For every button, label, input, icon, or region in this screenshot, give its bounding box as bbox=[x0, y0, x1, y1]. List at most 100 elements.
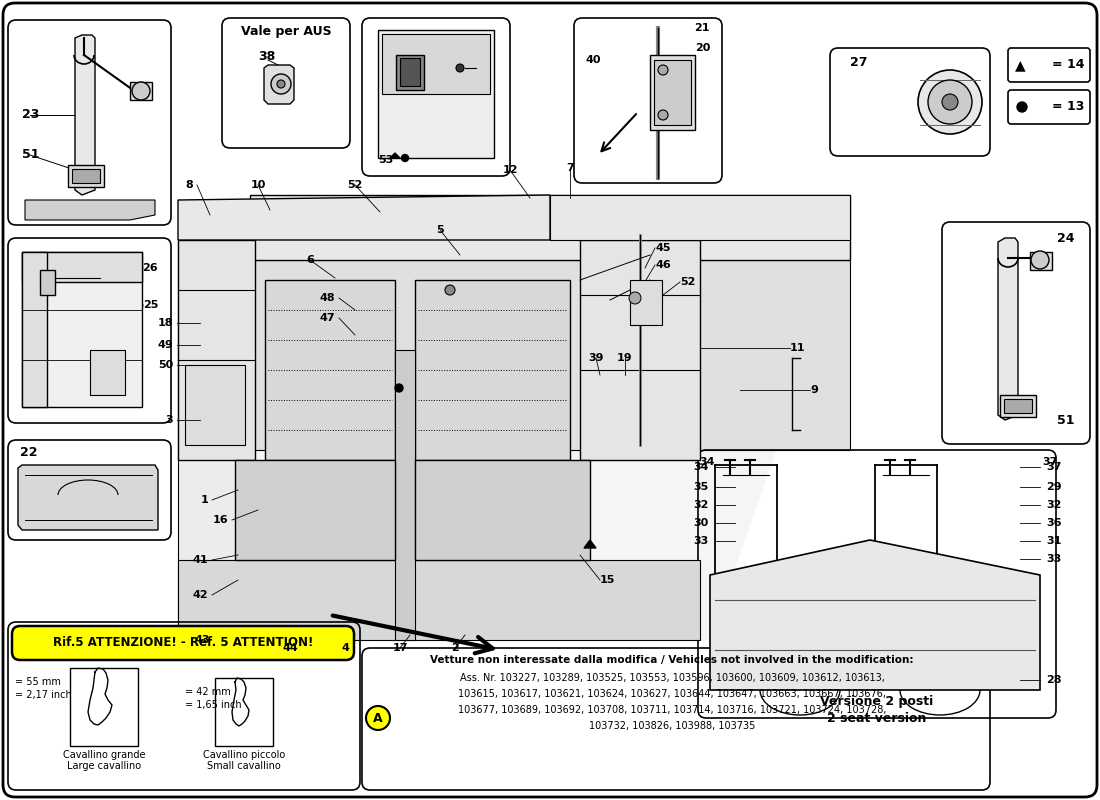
Text: 2 seat version: 2 seat version bbox=[827, 711, 926, 725]
Text: 6: 6 bbox=[306, 255, 313, 265]
Text: 24: 24 bbox=[1057, 231, 1075, 245]
Text: Vale per AUS: Vale per AUS bbox=[241, 26, 331, 38]
Circle shape bbox=[277, 80, 285, 88]
Text: 36: 36 bbox=[1046, 518, 1062, 528]
Text: 53: 53 bbox=[378, 155, 394, 165]
Text: Large cavallino: Large cavallino bbox=[67, 761, 141, 771]
Text: = 14: = 14 bbox=[1052, 58, 1085, 71]
Text: 48: 48 bbox=[319, 293, 336, 303]
Text: 103677, 103689, 103692, 103708, 103711, 103714, 103716, 103721, 103724, 103728,: 103677, 103689, 103692, 103708, 103711, … bbox=[458, 705, 887, 715]
Circle shape bbox=[456, 64, 464, 72]
Polygon shape bbox=[178, 195, 550, 240]
Text: 44: 44 bbox=[282, 643, 298, 653]
Text: Ass. Nr. 103227, 103289, 103525, 103553, 103596, 103600, 103609, 103612, 103613,: Ass. Nr. 103227, 103289, 103525, 103553,… bbox=[460, 673, 884, 683]
Circle shape bbox=[629, 292, 641, 304]
Text: 21: 21 bbox=[694, 23, 710, 33]
Text: 103615, 103617, 103621, 103624, 103627, 103644, 103647, 103663, 103667, 103676,: 103615, 103617, 103621, 103624, 103627, … bbox=[458, 689, 886, 699]
Text: 51: 51 bbox=[1057, 414, 1075, 426]
Text: 33: 33 bbox=[1046, 554, 1062, 564]
Bar bbox=[214, 678, 273, 746]
Text: 49: 49 bbox=[157, 340, 173, 350]
Bar bbox=[630, 280, 662, 325]
Text: 38: 38 bbox=[258, 50, 275, 62]
Bar bbox=[22, 252, 142, 407]
Bar bbox=[654, 60, 691, 125]
Polygon shape bbox=[580, 240, 700, 460]
Text: 32: 32 bbox=[694, 500, 710, 510]
Polygon shape bbox=[710, 540, 1040, 690]
Text: = 1,65 inch: = 1,65 inch bbox=[185, 700, 242, 710]
Circle shape bbox=[271, 74, 292, 94]
Text: A: A bbox=[373, 711, 383, 725]
Circle shape bbox=[658, 65, 668, 75]
Text: 28: 28 bbox=[1046, 675, 1062, 685]
Bar bbox=[185, 365, 245, 445]
Text: 30: 30 bbox=[694, 518, 710, 528]
Circle shape bbox=[402, 154, 408, 162]
Text: 41: 41 bbox=[192, 555, 208, 565]
Polygon shape bbox=[25, 200, 155, 220]
Bar bbox=[90, 350, 125, 395]
Polygon shape bbox=[178, 240, 255, 460]
Polygon shape bbox=[178, 560, 700, 640]
Text: 11: 11 bbox=[790, 343, 805, 353]
Polygon shape bbox=[75, 35, 95, 195]
Circle shape bbox=[446, 285, 455, 295]
Text: Cavallino piccolo: Cavallino piccolo bbox=[202, 750, 285, 760]
Text: 1: 1 bbox=[200, 495, 208, 505]
Text: 2: 2 bbox=[451, 643, 459, 653]
Bar bbox=[1000, 395, 1036, 417]
Bar bbox=[22, 252, 47, 407]
Polygon shape bbox=[250, 195, 850, 260]
Text: 43: 43 bbox=[195, 635, 210, 645]
Polygon shape bbox=[395, 350, 415, 640]
Text: 22: 22 bbox=[20, 446, 37, 458]
Bar bbox=[650, 55, 695, 130]
Text: 39: 39 bbox=[588, 353, 604, 363]
Polygon shape bbox=[264, 65, 294, 104]
Circle shape bbox=[942, 94, 958, 110]
Text: 20: 20 bbox=[694, 43, 710, 53]
Text: Rif.5 ATTENZIONE! - Ref. 5 ATTENTION!: Rif.5 ATTENZIONE! - Ref. 5 ATTENTION! bbox=[53, 637, 314, 650]
Polygon shape bbox=[584, 540, 596, 548]
Text: 45: 45 bbox=[654, 243, 671, 253]
Text: Versione 2 posti: Versione 2 posti bbox=[821, 695, 934, 709]
Bar bbox=[1030, 252, 1052, 270]
Text: 17: 17 bbox=[393, 643, 408, 653]
Text: 47: 47 bbox=[319, 313, 336, 323]
Text: 46: 46 bbox=[654, 260, 671, 270]
Text: = 42 mm: = 42 mm bbox=[185, 687, 231, 697]
Text: 52: 52 bbox=[348, 180, 363, 190]
Text: 52: 52 bbox=[680, 277, 695, 287]
Text: = 2,17 inch: = 2,17 inch bbox=[15, 690, 72, 700]
Text: 37: 37 bbox=[1046, 462, 1062, 472]
Text: 34: 34 bbox=[693, 462, 710, 472]
Text: 50: 50 bbox=[157, 360, 173, 370]
Polygon shape bbox=[178, 195, 850, 640]
Text: 7: 7 bbox=[566, 163, 574, 173]
Polygon shape bbox=[250, 260, 850, 450]
Text: 51: 51 bbox=[22, 149, 40, 162]
FancyBboxPatch shape bbox=[12, 626, 354, 660]
Bar bbox=[400, 58, 420, 86]
Bar bbox=[130, 82, 152, 100]
Text: ▲: ▲ bbox=[1014, 58, 1025, 72]
Text: Vetture non interessate dalla modifica / Vehicles not involved in the modificati: Vetture non interessate dalla modifica /… bbox=[430, 655, 914, 665]
Polygon shape bbox=[998, 238, 1018, 420]
Bar bbox=[382, 34, 490, 94]
Bar bbox=[68, 165, 104, 187]
Circle shape bbox=[1018, 102, 1027, 112]
Text: = 55 mm: = 55 mm bbox=[15, 677, 60, 687]
Text: 27: 27 bbox=[850, 57, 868, 70]
Text: 103732, 103826, 103988, 103735: 103732, 103826, 103988, 103735 bbox=[588, 721, 756, 731]
Text: 25: 25 bbox=[143, 300, 158, 310]
Text: 31: 31 bbox=[1046, 536, 1062, 546]
Text: professionaldataarchive.com: professionaldataarchive.com bbox=[349, 312, 812, 548]
Text: 40: 40 bbox=[585, 55, 601, 65]
Text: 23: 23 bbox=[22, 109, 40, 122]
Bar bbox=[22, 252, 142, 282]
Text: 4: 4 bbox=[341, 643, 349, 653]
Text: 8: 8 bbox=[185, 180, 192, 190]
Text: = 13: = 13 bbox=[1052, 101, 1085, 114]
Text: 10: 10 bbox=[251, 180, 266, 190]
